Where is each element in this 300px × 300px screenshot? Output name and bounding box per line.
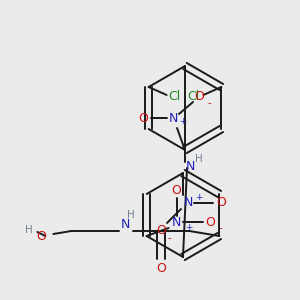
Text: -: - <box>207 98 211 108</box>
Text: O: O <box>138 112 148 124</box>
Text: +: + <box>179 118 187 127</box>
Text: O: O <box>36 230 46 242</box>
Text: +: + <box>195 193 203 202</box>
Text: N: N <box>172 215 181 229</box>
Text: -: - <box>219 223 223 233</box>
Text: Cl: Cl <box>169 89 181 103</box>
Text: N: N <box>185 160 195 172</box>
Text: O: O <box>216 196 226 209</box>
Text: N: N <box>121 218 130 232</box>
Text: N: N <box>168 112 178 124</box>
Text: H: H <box>128 210 135 220</box>
Text: -: - <box>167 233 171 243</box>
Text: N: N <box>183 196 193 209</box>
Text: H: H <box>26 225 33 235</box>
Text: O: O <box>172 184 182 196</box>
Text: Cl: Cl <box>187 89 200 103</box>
Text: H: H <box>195 154 203 164</box>
Text: O: O <box>194 91 204 103</box>
Text: O: O <box>156 262 166 275</box>
Text: O: O <box>156 224 166 236</box>
Text: O: O <box>206 215 216 229</box>
Text: +: + <box>185 224 192 232</box>
